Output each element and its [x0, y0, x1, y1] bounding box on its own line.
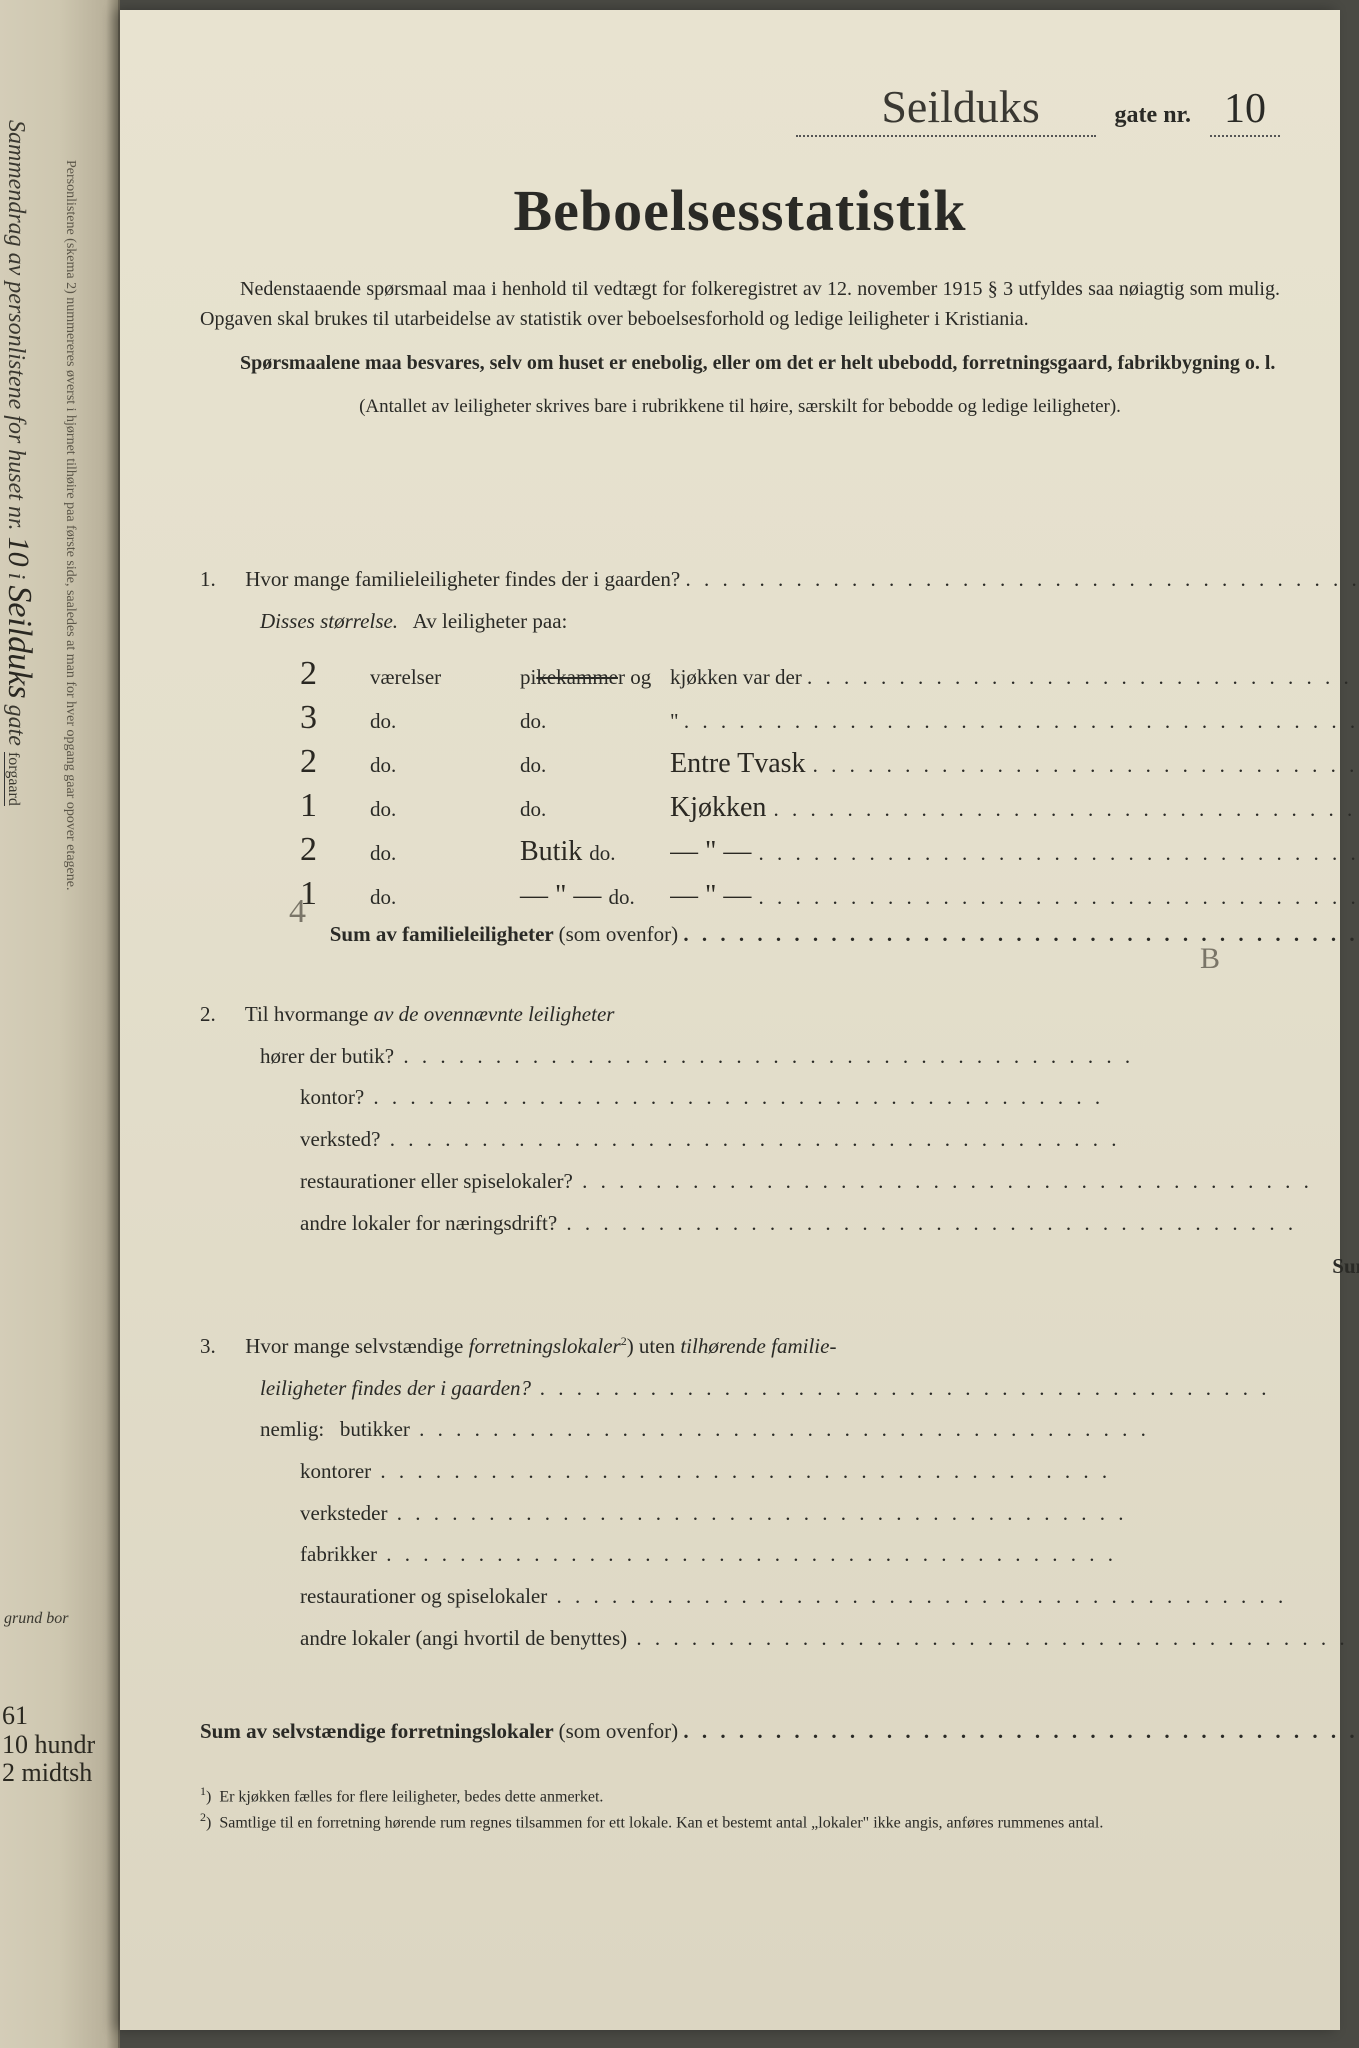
footnote-2: 2) Samtlige til en forretning hørende ru… [200, 1809, 1280, 1835]
col-vaerelser: do. [370, 792, 520, 828]
q2-num: 2. [200, 997, 240, 1033]
col-kjokken: — " — [670, 872, 1359, 920]
q2-row: andre lokaler for næringsdrift? [200, 1206, 1359, 1242]
footnote-1-text: Er kjøkken fælles for flere leiligheter,… [219, 1788, 603, 1805]
q3-row: restaurationer og spiselokaler [200, 1579, 1359, 1615]
col-pik: pikekammer og [520, 660, 670, 696]
q3-row: kontorer [200, 1454, 1359, 1490]
q1-disses: Disses størrelse. Av leiligheter paa: [200, 604, 1359, 640]
col-vaerelser: do. [370, 748, 520, 784]
q2-row: restaurationer eller spiselokaler? [200, 1164, 1359, 1200]
footnote-1: 1) Er kjøkken fælles for flere leilighet… [200, 1783, 1280, 1809]
spine-bottom-handwriting: 61 10 hundr 2 midtsh [2, 1702, 95, 1788]
q3-italic2-part: tilhørende familie- [680, 1334, 836, 1358]
q1-sum-tail: (som ovenfor) [559, 922, 679, 946]
questions-column: 1. Hvor mange familieleiligheter findes … [200, 448, 1359, 1753]
q3-italic1: forretningslokaler [469, 1334, 621, 1358]
spine-hand-3: 2 midtsh [2, 1759, 95, 1788]
col-pik: do. [520, 704, 670, 740]
q3-nemlig-line: nemlig: butikker [200, 1412, 1359, 1448]
q1-sum-label: Sum av familieleiligheter [330, 922, 554, 946]
q3-row-0: butikker [340, 1417, 1150, 1441]
q3-row: verksteder [200, 1496, 1359, 1532]
q1-text: Hvor mange [245, 567, 349, 591]
col-pik: — " — do. [520, 872, 670, 920]
header-line: Seilduks gate nr. 10 [200, 80, 1280, 137]
intro-paragraph-2: Spørsmaalene maa besvares, selv om huset… [200, 348, 1280, 378]
col-kjokken: " [670, 704, 1359, 740]
col-kjokken: kjøkken var der [670, 660, 1359, 696]
q3-text1: Hvor mange selvstændige [245, 1334, 463, 1358]
col-vaerelser: do. [370, 836, 520, 872]
spine-hand-1: 61 [2, 1702, 95, 1731]
spine-house-nr: 10 [2, 537, 35, 567]
q2-row: hører der butik? [200, 1039, 1359, 1075]
col-pik: do. [520, 792, 670, 828]
street-name-field: Seilduks [796, 80, 1096, 137]
intro-note: (Antallet av leiligheter skrives bare i … [200, 396, 1280, 418]
page-title: Beboelsesstatistik [200, 177, 1280, 244]
col-vaerelser: do. [370, 880, 520, 916]
intro-note-text: (Antallet av leiligheter skrives bare i … [359, 396, 1121, 417]
spine-i: i [3, 573, 29, 580]
q1-bold: familieleiligheter [355, 567, 500, 591]
q3-row: andre lokaler (angi hvortil de benyttes) [200, 1621, 1359, 1657]
col-kjokken: Entre Tvask [670, 740, 1359, 788]
spine-grund-bor: grund bor [4, 1610, 68, 1628]
q2-row: kontor? [200, 1080, 1359, 1116]
col-pik: Butik do. [520, 828, 670, 876]
pencil-annotation-b: B [1200, 942, 1220, 976]
col-kjokken: — " — [670, 828, 1359, 876]
rooms-count: 14 [300, 865, 370, 923]
q2-italic: av de ovennævnte leiligheter [374, 1002, 615, 1026]
q2-sum-label: Sum [1332, 1254, 1359, 1278]
street-nr-field: 10 [1210, 85, 1280, 137]
col-vaerelser: do. [370, 704, 520, 740]
q3-line2: leiligheter findes der i gaarden? [200, 1371, 1359, 1407]
q3-row: fabrikker [200, 1537, 1359, 1573]
intro-paragraph-1: Nedenstaaende spørsmaal maa i henhold ti… [200, 274, 1280, 334]
q3-nemlig: nemlig: [260, 1417, 324, 1441]
q1-sum-line: Sum av familieleiligheter (som ovenfor) [200, 917, 1359, 953]
col-kjokken: Kjøkken [670, 784, 1359, 832]
spine-main-text: Sammendrag av personlistene for huset nr… [0, 120, 38, 1720]
spine-text-1: Sammendrag av personlistene for huset nr… [3, 120, 29, 531]
main-grid: 1. Hvor mange familieleiligheter findes … [200, 448, 1280, 1753]
page-spine: Sammendrag av personlistene for huset nr… [0, 0, 120, 2048]
q3-num: 3. [200, 1329, 240, 1365]
spine-forgaard: forgaard [4, 752, 22, 806]
document-page: Seilduks gate nr. 10 Beboelsesstatistik … [120, 10, 1340, 2030]
col-pik: do. [520, 748, 670, 784]
col-vaerelser: værelser [370, 660, 520, 696]
q1-av: Av leiligheter paa: [413, 609, 568, 633]
q3-sum-label: Sum av selvstændige forretningslokaler [200, 1719, 553, 1743]
q2-line: 2. Til hvormange av de ovennævnte leilig… [200, 997, 1359, 1033]
q3-sum-line: Sum av selvstændige forretningslokaler (… [200, 1714, 1359, 1750]
q2-row: verksted? [200, 1122, 1359, 1158]
q3-sum-tail: (som ovenfor) [559, 1719, 679, 1743]
gate-nr-label: gate nr. [1115, 102, 1191, 128]
q1-disses-label: Disses størrelse. [260, 609, 398, 633]
q1-line: 1. Hvor mange familieleiligheter findes … [200, 562, 1359, 598]
spine-gate: gate [3, 705, 29, 746]
footnote-2-text: Samtlige til en forretning hørende rum r… [219, 1814, 1103, 1831]
spine-small-text: Personlistene (skema 2) nummereres øvers… [62, 160, 78, 1760]
spine-hand-2: 10 hundr [2, 1731, 95, 1760]
intro-p2: Spørsmaalene maa besvares, selv om huset… [240, 352, 1275, 374]
q1-num: 1. [200, 562, 240, 598]
q2-text: Til hvormange [245, 1002, 368, 1026]
q2-sum-line: Sum . . [200, 1249, 1359, 1285]
q3-line1: 3. Hvor mange selvstændige forretningslo… [200, 1329, 1359, 1365]
q1-size-row: 2værelserpikekammer ogkjøkken var der [200, 645, 1359, 689]
q3-text2: ) uten [627, 1334, 675, 1358]
footnotes: 1) Er kjøkken fælles for flere leilighet… [200, 1783, 1280, 1834]
spine-street-hand: Seilduks [1, 585, 38, 698]
q1-text2: findes der i gaarden? [505, 567, 681, 591]
